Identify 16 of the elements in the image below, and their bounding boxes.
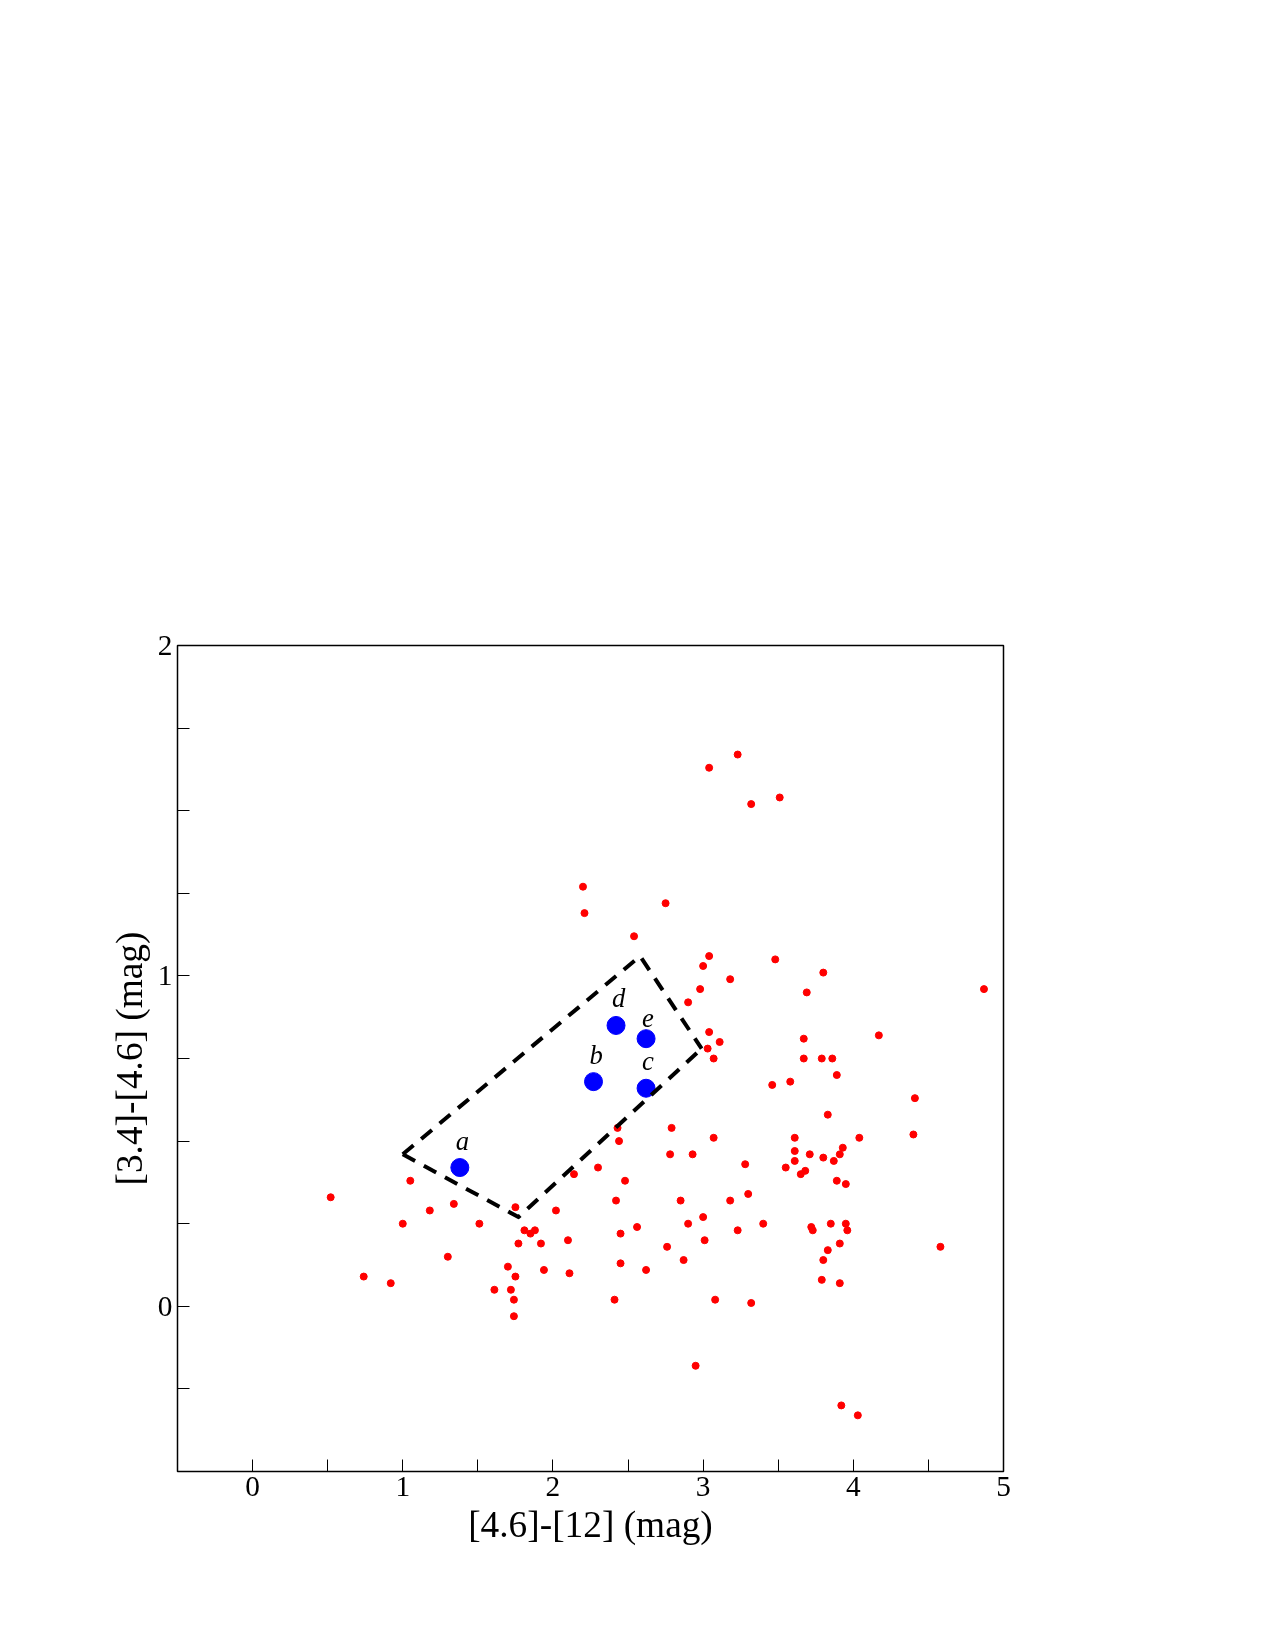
x-axis-title: [4.6]-[12] (mag) bbox=[468, 1503, 713, 1546]
x-tick-label: 0 bbox=[245, 1469, 260, 1502]
x-tick-label: 2 bbox=[545, 1469, 561, 1502]
x-tick-label: 5 bbox=[996, 1469, 1011, 1502]
annotation: c bbox=[642, 1046, 655, 1077]
x-tick-label: 3 bbox=[695, 1469, 711, 1502]
annotation: b bbox=[589, 1039, 603, 1070]
x-tick-label: 1 bbox=[395, 1469, 411, 1502]
annotation: d bbox=[612, 983, 627, 1014]
x-tick-label: 4 bbox=[845, 1469, 861, 1502]
y-tick-label: 0 bbox=[157, 1289, 173, 1322]
y-tick-label: 2 bbox=[157, 629, 173, 661]
y-axis-title: [3.4]-[4.6] (mag) bbox=[108, 931, 151, 1186]
y-tick-label: 1 bbox=[157, 959, 173, 992]
annotation: a bbox=[455, 1125, 470, 1156]
annotation: e bbox=[642, 1002, 655, 1033]
